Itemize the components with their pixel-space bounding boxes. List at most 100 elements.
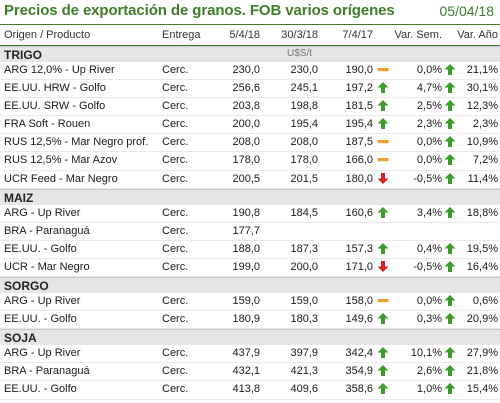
price-current: 190,8: [232, 206, 260, 219]
report-header: Precios de exportación de granos. FOB va…: [0, 0, 500, 24]
table-row: EE.UU. - Golfo Cerc. 188,0 187,3 157,3 0,4% 19…: [0, 241, 500, 259]
arrow-up-icon: [444, 100, 456, 112]
section-title: TRIGO: [4, 48, 42, 62]
price-current: 200,5: [232, 172, 260, 185]
delivery: Cerc.: [162, 100, 189, 113]
arrow-down-icon: [377, 172, 389, 184]
var-year: 11,4%: [467, 172, 498, 185]
table-row: EE.UU. HRW - Golfo Cerc. 256,6 245,1 197,2 4,…: [0, 80, 500, 99]
price-prev-week: 178,0: [290, 154, 318, 167]
table-row: ARG - Up River Cerc. 437,9 397,9 342,4 10,1% 2…: [0, 345, 500, 364]
col-var-year: Var. Año: [457, 29, 498, 41]
price-prev-year: 181,5: [345, 100, 373, 113]
delivery: Cerc.: [162, 224, 189, 237]
var-week: 2,6%: [416, 365, 442, 378]
price-current: 230,0: [232, 64, 260, 76]
var-year: 15,4%: [466, 383, 498, 396]
section-header-sorgo: SORGO: [0, 277, 500, 294]
product-name: UCR Feed - Mar Negro: [4, 172, 118, 185]
delivery: Cerc.: [162, 172, 189, 185]
price-prev-year: 197,2: [345, 82, 373, 95]
price-prev-year: 149,6: [345, 313, 373, 326]
price-prev-week: 409,6: [290, 383, 318, 396]
arrow-up-icon: [444, 242, 456, 254]
product-name: EE.UU. SRW - Golfo: [4, 100, 106, 113]
var-year: 0,6%: [472, 295, 498, 308]
price-prev-week: 245,1: [290, 82, 318, 95]
product-name: EE.UU. - Golfo: [4, 313, 77, 326]
price-prev-week: 180,3: [290, 313, 318, 326]
flat-dash-icon: [377, 295, 389, 306]
section-header-maiz: MAIZ: [0, 188, 500, 205]
price-prev-year: 158,0: [345, 295, 373, 308]
var-week: 0,3%: [416, 313, 442, 326]
product-name: ARG 12,0% - Up River: [4, 64, 115, 76]
delivery: Cerc.: [162, 383, 189, 396]
var-week: 10,1%: [410, 347, 442, 360]
arrow-up-icon: [444, 118, 456, 130]
price-prev-year: 354,9: [345, 365, 373, 378]
price-prev-week: 187,3: [290, 242, 318, 255]
col-date-1: 5/4/18: [229, 29, 260, 41]
var-year: 7,2%: [472, 154, 498, 167]
arrow-up-icon: [377, 347, 389, 359]
price-current: 188,0: [232, 242, 260, 255]
var-week: 2,3%: [416, 118, 442, 131]
price-current: 180,9: [232, 313, 260, 326]
report-title: Precios de exportación de granos. FOB va…: [4, 2, 395, 19]
price-current: 199,0: [232, 260, 260, 273]
arrow-up-icon: [444, 136, 456, 148]
price-current: 200,0: [232, 118, 260, 131]
price-current: 177,7: [232, 224, 260, 237]
price-prev-year: 166,0: [345, 154, 373, 167]
price-current: 159,0: [232, 295, 260, 308]
price-table: TRIGO U$S/t ARG 12,0% - Up River Cerc. 230,0…: [0, 46, 500, 400]
arrow-up-icon: [444, 82, 456, 94]
table-row: BRA - Paranaguá Cerc. 177,7: [0, 223, 500, 241]
table-row: RUS 12,5% - Mar Azov Cerc. 178,0 178,0 166,0…: [0, 152, 500, 171]
table-row: EE.UU. - Golfo Cerc. 180,9 180,3 149,6 0,3% 20…: [0, 311, 500, 330]
var-year: 30,1%: [466, 82, 498, 95]
var-week: 0,0%: [416, 295, 442, 308]
delivery: Cerc.: [162, 313, 189, 326]
price-current: 413,8: [232, 383, 260, 396]
product-name: ARG - Up River: [4, 347, 81, 360]
delivery: Cerc.: [162, 242, 189, 255]
report-date: 05/04/18: [439, 3, 495, 19]
price-prev-year: 160,6: [345, 206, 373, 219]
product-name: RUS 12,5% - Mar Azov: [4, 154, 118, 167]
section-title: MAIZ: [4, 190, 34, 205]
table-row: BRA - Paranaguá Cerc. 432,1 421,3 354,9 2,6% 2…: [0, 363, 500, 382]
var-week: 3,4%: [416, 206, 442, 219]
col-var-week: Var. Sem.: [394, 29, 442, 41]
product-name: UCR - Mar Negro: [4, 260, 90, 273]
delivery: Cerc.: [162, 260, 189, 273]
price-current: 432,1: [232, 365, 260, 378]
table-row: ARG 12,0% - Up River Cerc. 230,0 230,0 190,0…: [0, 62, 500, 81]
price-prev-year: 187,5: [345, 136, 373, 149]
arrow-up-icon: [444, 313, 456, 325]
var-year: 19,5%: [466, 242, 498, 255]
var-year: 2,3%: [472, 118, 498, 131]
product-name: ARG - Up River: [4, 295, 81, 308]
table-row: EE.UU. SRW - Golfo Cerc. 203,8 198,8 181,5 2,…: [0, 98, 500, 117]
delivery: Cerc.: [162, 347, 189, 360]
delivery: Cerc.: [162, 64, 189, 76]
arrow-up-icon: [377, 206, 389, 218]
price-prev-week: 195,4: [290, 118, 318, 131]
arrow-up-icon: [444, 347, 456, 359]
price-prev-week: 208,0: [290, 136, 318, 149]
price-prev-week: 198,8: [290, 100, 318, 113]
col-origin: Origen / Producto: [4, 29, 91, 41]
arrow-up-icon: [444, 172, 456, 184]
flat-dash-icon: [377, 64, 389, 75]
price-prev-year: 190,0: [345, 64, 373, 76]
price-prev-year: 157,3: [345, 242, 373, 255]
price-current: 178,0: [232, 154, 260, 167]
product-name: RUS 12,5% - Mar Negro prof.: [4, 136, 149, 149]
product-name: EE.UU. HRW - Golfo: [4, 82, 106, 95]
section-title: SOJA: [4, 331, 37, 346]
var-year: 16,4%: [466, 260, 498, 273]
delivery: Cerc.: [162, 295, 189, 308]
price-prev-year: 195,4: [345, 118, 373, 131]
